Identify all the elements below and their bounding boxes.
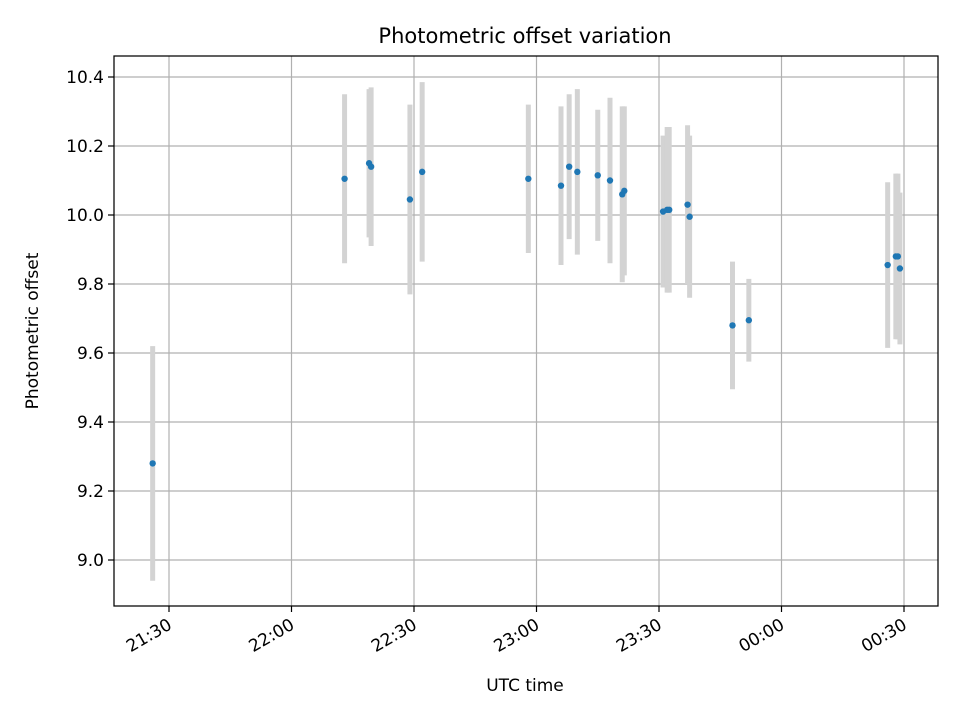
data-point	[341, 175, 348, 182]
data-point	[594, 172, 601, 179]
y-tick-label: 10.2	[66, 137, 104, 157]
data-point	[666, 206, 673, 214]
data-point	[729, 322, 736, 329]
data-point	[606, 177, 614, 184]
data-point	[406, 196, 414, 203]
y-tick-label: 10.0	[66, 206, 104, 226]
y-tick-label: 9.8	[77, 275, 104, 295]
data-point	[574, 168, 581, 176]
y-axis-label: Photometric offset	[23, 252, 43, 409]
y-tick-label: 9.4	[77, 413, 104, 433]
data-point	[367, 163, 375, 170]
data-point	[149, 460, 156, 467]
y-tick-label: 9.6	[77, 344, 104, 364]
data-point	[686, 213, 693, 220]
data-point	[894, 253, 902, 260]
y-tick-label: 9.0	[77, 551, 104, 571]
data-point	[684, 201, 691, 208]
data-point	[418, 168, 426, 176]
data-point	[557, 182, 565, 189]
data-point	[896, 265, 904, 272]
y-tick-label: 10.4	[66, 68, 104, 88]
y-axis-ticks: 9.0 9.2 9.4 9.6 9.8 10.0 10.2 10.4	[66, 68, 114, 571]
chart-title: Photometric offset variation	[378, 24, 671, 48]
data-point	[884, 261, 891, 269]
data-point	[745, 317, 753, 324]
y-tick-label: 9.2	[77, 482, 104, 502]
x-axis-label: UTC time	[486, 676, 564, 696]
data-point	[525, 175, 532, 182]
data-points	[149, 160, 904, 467]
plot-frame	[113, 55, 939, 607]
data-point	[621, 187, 628, 195]
data-point	[565, 163, 573, 170]
